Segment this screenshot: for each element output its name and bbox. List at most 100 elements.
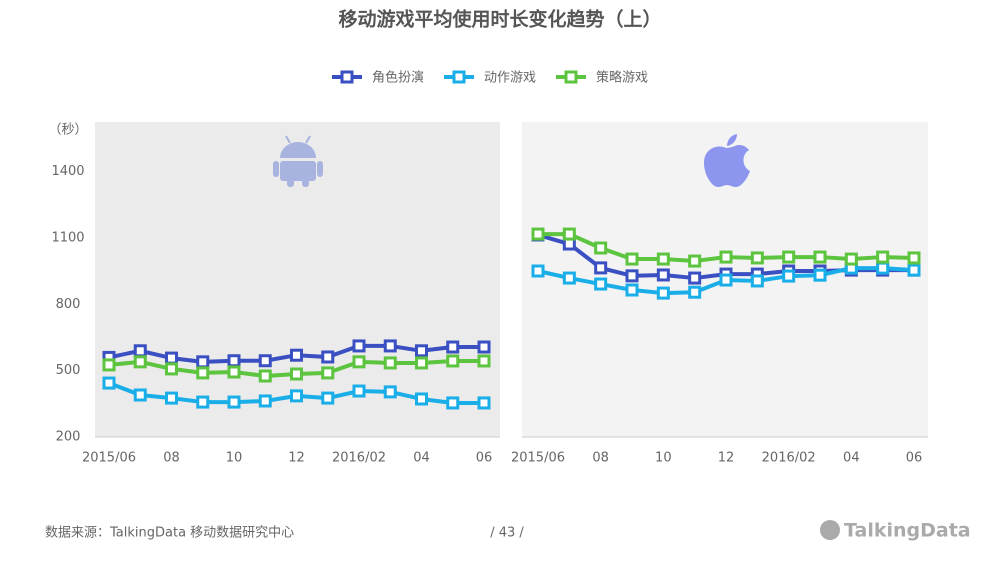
x-tick-label: 08 (592, 451, 609, 466)
x-tick-label: 12 (718, 451, 735, 466)
point-marker (750, 251, 764, 265)
logo-mark (820, 520, 840, 540)
point-marker (383, 356, 397, 370)
x-tick-label: 2015/06 (511, 451, 565, 466)
legend-label: 动作游戏 (484, 71, 536, 86)
point-marker (594, 241, 608, 255)
point-marker (844, 252, 858, 266)
point-marker (750, 274, 764, 288)
point-marker (352, 384, 366, 398)
point-marker (290, 348, 303, 362)
point-marker (290, 389, 303, 403)
point-marker (446, 396, 460, 410)
point-marker (907, 263, 921, 277)
point-marker (258, 354, 272, 368)
apple-icon (704, 134, 750, 187)
point-marker (688, 271, 702, 285)
point-marker (477, 354, 491, 368)
point-marker (656, 252, 670, 266)
point-marker (719, 273, 733, 287)
y-tick-label: 1400 (51, 164, 84, 179)
point-marker (227, 395, 241, 409)
legend-marker (340, 70, 354, 84)
point-marker (531, 227, 545, 241)
point-marker (227, 365, 241, 379)
point-marker (258, 369, 272, 383)
point-marker (290, 367, 303, 381)
point-marker (227, 354, 241, 368)
point-marker (321, 391, 335, 405)
point-marker (562, 271, 576, 285)
legend-marker (564, 70, 578, 84)
point-marker (133, 344, 147, 358)
point-marker (562, 227, 576, 241)
y-axis-label: （秒） (48, 123, 87, 138)
point-marker (594, 277, 608, 291)
point-marker (656, 268, 670, 282)
point-marker (383, 385, 397, 399)
point-marker (477, 340, 491, 354)
point-marker (321, 350, 335, 364)
x-tick-label: 2016/02 (332, 451, 386, 466)
point-marker (688, 285, 702, 299)
point-marker (102, 358, 116, 372)
android-icon (273, 135, 323, 187)
logo: TalkingData (844, 520, 971, 542)
y-tick-label: 1100 (51, 231, 84, 246)
point-marker (196, 395, 210, 409)
x-tick-label: 10 (226, 451, 243, 466)
point-marker (258, 394, 272, 408)
point-marker (165, 351, 178, 365)
point-marker (165, 391, 178, 405)
point-marker (102, 376, 116, 390)
point-marker (133, 355, 147, 369)
point-marker (876, 261, 890, 275)
point-marker (594, 261, 608, 275)
x-tick-label: 06 (906, 451, 923, 466)
x-tick-label: 2015/06 (82, 451, 136, 466)
point-marker (415, 344, 428, 358)
point-marker (477, 396, 491, 410)
y-tick-label: 200 (56, 430, 81, 445)
x-tick-label: 12 (288, 451, 305, 466)
point-marker (625, 283, 639, 297)
point-marker (907, 251, 921, 265)
point-marker (782, 269, 796, 283)
x-tick-label: 06 (476, 451, 493, 466)
y-tick-label: 800 (56, 297, 81, 312)
point-marker (133, 388, 147, 402)
point-marker (719, 250, 733, 264)
legend-marker (452, 70, 466, 84)
x-tick-label: 04 (413, 451, 430, 466)
page-number: / 43 / (490, 526, 524, 541)
point-marker (446, 354, 460, 368)
point-marker (876, 250, 890, 264)
y-tick-label: 500 (56, 363, 81, 378)
point-marker (383, 339, 397, 353)
x-tick-label: 10 (655, 451, 672, 466)
point-marker (352, 339, 366, 353)
point-marker (813, 268, 827, 282)
point-marker (625, 269, 639, 283)
point-marker (813, 250, 827, 264)
x-tick-label: 2016/02 (762, 451, 816, 466)
point-marker (531, 264, 545, 278)
x-tick-label: 04 (843, 451, 860, 466)
chart-title: 移动游戏平均使用时长变化趋势（上） (338, 8, 661, 31)
point-marker (688, 254, 702, 268)
point-marker (625, 252, 639, 266)
legend-label: 角色扮演 (372, 70, 424, 86)
point-marker (656, 286, 670, 300)
point-marker (446, 340, 460, 354)
point-marker (196, 366, 210, 380)
point-marker (165, 362, 178, 376)
point-marker (782, 250, 796, 264)
point-marker (196, 355, 210, 369)
legend-label: 策略游戏 (596, 70, 648, 86)
point-marker (415, 356, 428, 370)
point-marker (321, 366, 335, 380)
point-marker (415, 392, 428, 406)
x-tick-label: 08 (163, 451, 180, 466)
point-marker (352, 355, 366, 369)
